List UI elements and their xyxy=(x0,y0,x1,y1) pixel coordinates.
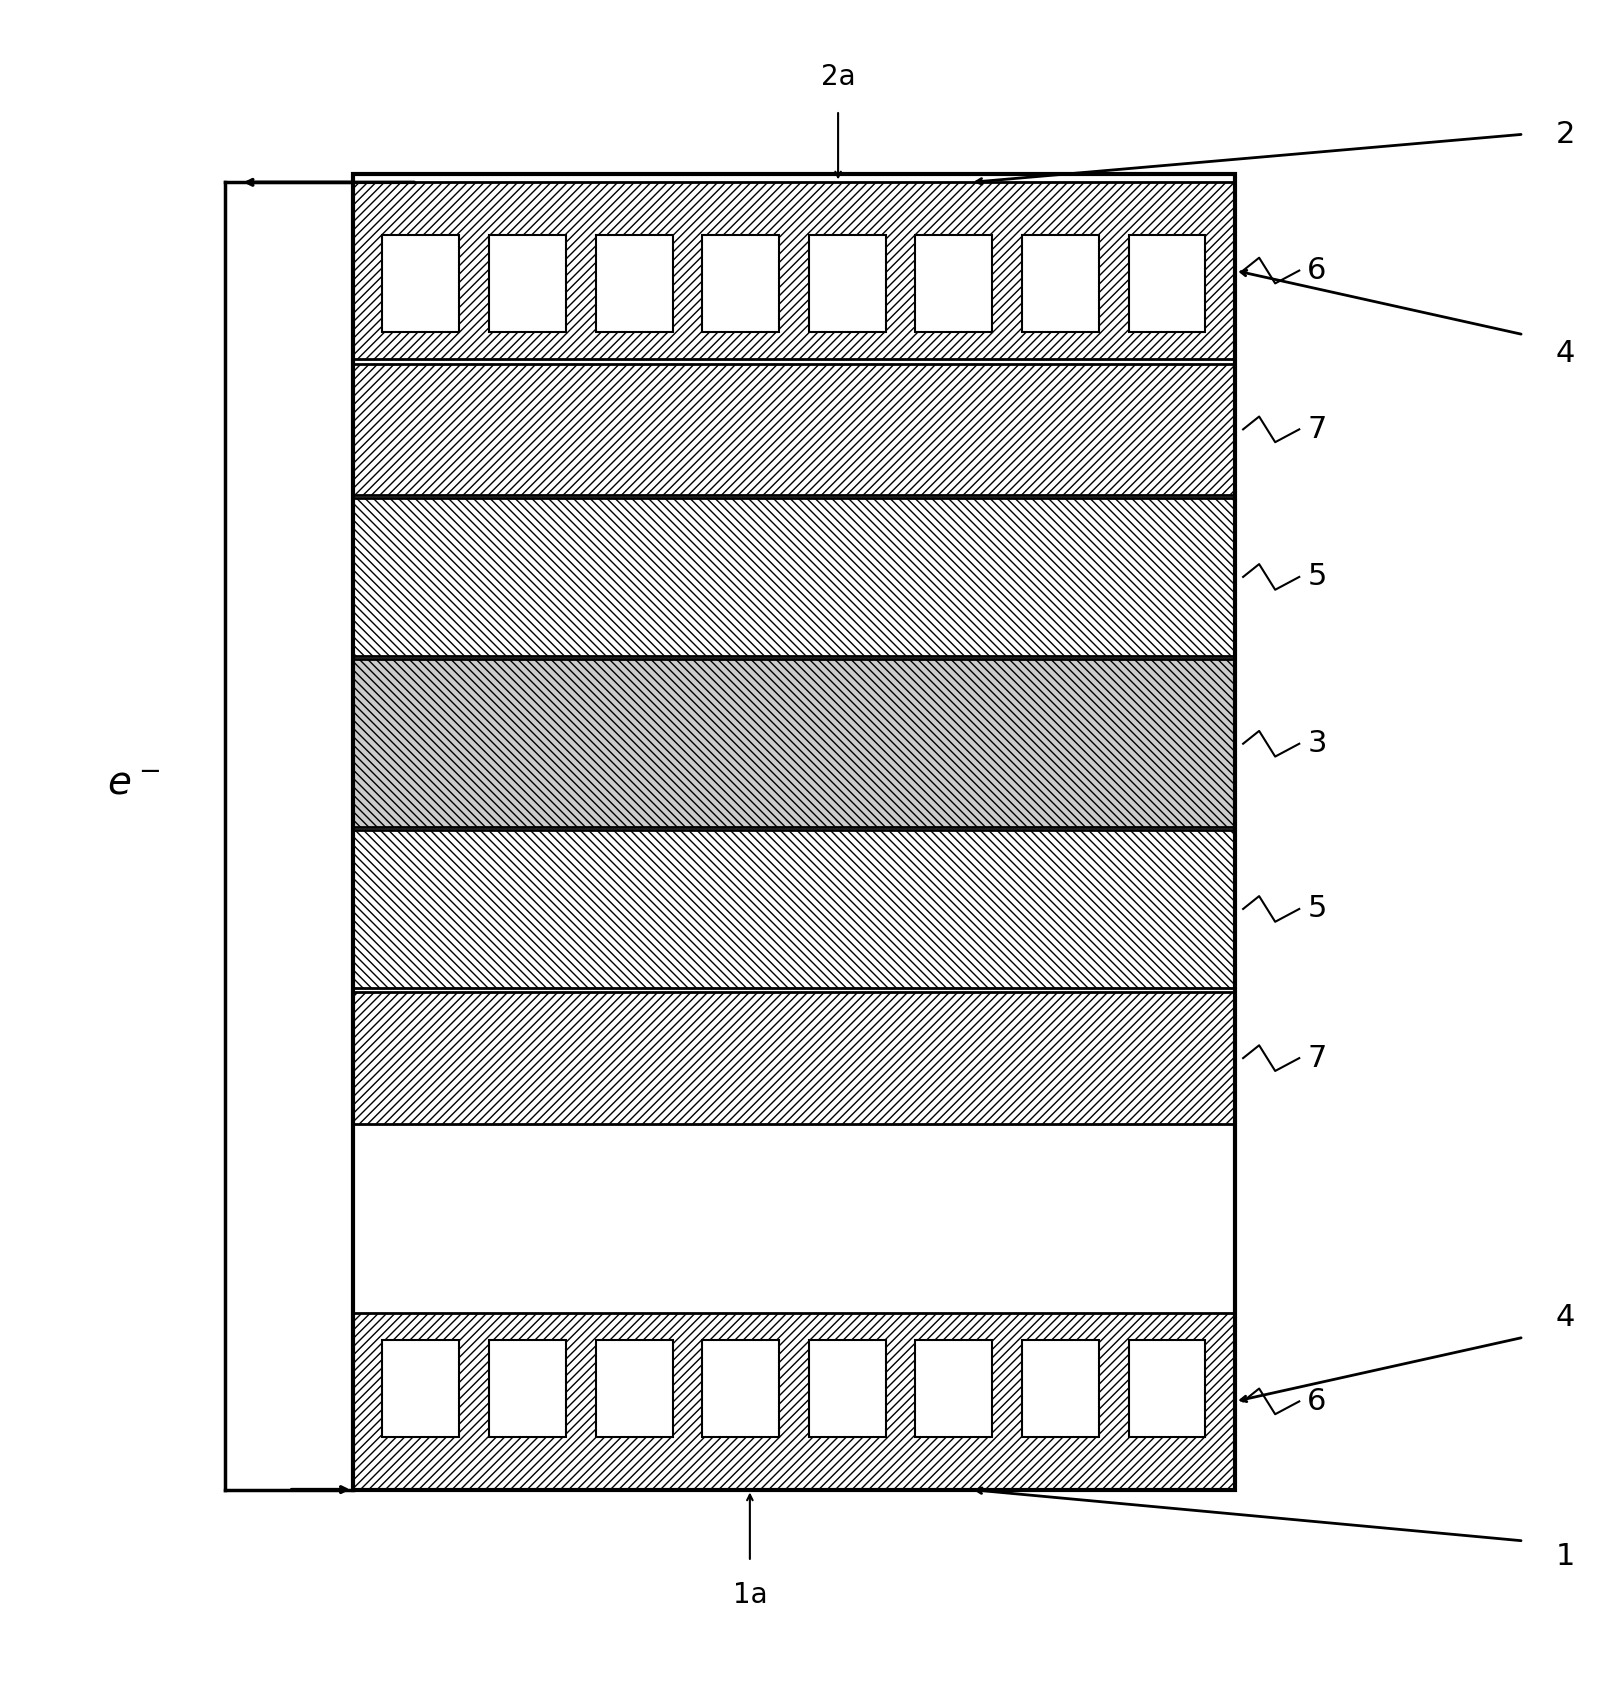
Bar xyxy=(489,1340,566,1437)
Text: 4: 4 xyxy=(1556,339,1575,368)
Bar xyxy=(808,1340,885,1437)
Bar xyxy=(1129,1340,1206,1437)
Bar xyxy=(353,183,1235,360)
Bar xyxy=(1129,236,1206,332)
Bar xyxy=(595,236,672,332)
Bar xyxy=(916,1340,993,1437)
Bar xyxy=(382,1340,459,1437)
Bar xyxy=(353,1313,1235,1489)
Bar xyxy=(808,236,885,332)
Bar xyxy=(353,499,1235,656)
Bar xyxy=(382,236,459,332)
Text: 5: 5 xyxy=(1307,563,1327,592)
Bar xyxy=(916,236,993,332)
Bar xyxy=(489,236,566,332)
Text: 5: 5 xyxy=(1307,894,1327,923)
Bar xyxy=(703,1340,780,1437)
Text: $e^-$: $e^-$ xyxy=(107,765,160,802)
Text: 6: 6 xyxy=(1307,256,1327,285)
Text: 7: 7 xyxy=(1307,416,1327,444)
Bar xyxy=(353,175,1235,1489)
Text: 6: 6 xyxy=(1307,1387,1327,1416)
Bar xyxy=(353,992,1235,1124)
Bar xyxy=(353,363,1235,495)
Bar xyxy=(703,236,780,332)
Text: 1a: 1a xyxy=(733,1581,767,1610)
Text: 1: 1 xyxy=(1556,1542,1575,1572)
Text: 3: 3 xyxy=(1307,729,1327,758)
Text: 2: 2 xyxy=(1556,120,1575,149)
Bar xyxy=(1022,1340,1099,1437)
Bar xyxy=(595,1340,672,1437)
Text: 2a: 2a xyxy=(821,63,855,92)
Bar xyxy=(353,658,1235,828)
Bar xyxy=(1022,236,1099,332)
Bar xyxy=(353,831,1235,987)
Text: 7: 7 xyxy=(1307,1043,1327,1072)
Text: 4: 4 xyxy=(1556,1304,1575,1333)
